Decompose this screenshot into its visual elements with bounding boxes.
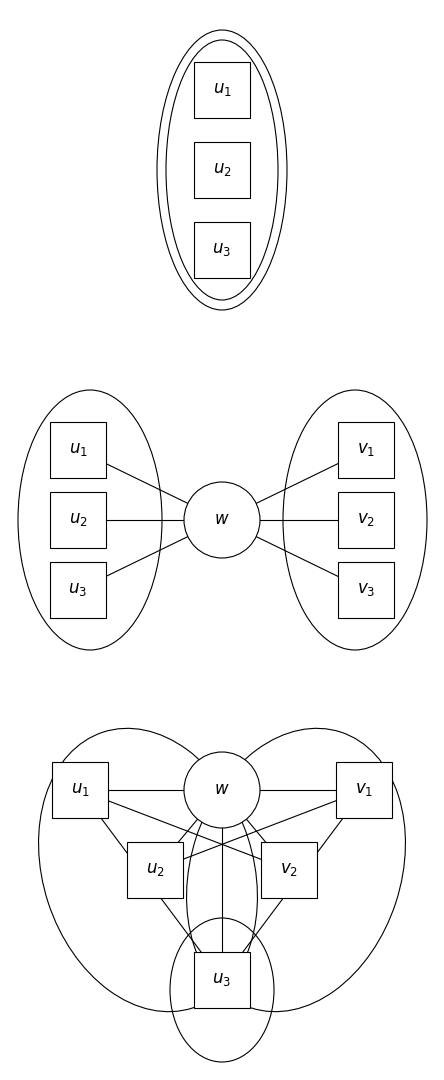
Bar — [336, 762, 392, 818]
Text: $u_3$: $u_3$ — [213, 242, 231, 258]
Bar — [50, 422, 106, 478]
Text: $u_1$: $u_1$ — [71, 782, 89, 798]
Text: $u_2$: $u_2$ — [146, 862, 164, 878]
Text: $u_1$: $u_1$ — [213, 81, 231, 98]
Bar — [338, 492, 394, 548]
Text: $u_3$: $u_3$ — [213, 972, 231, 988]
Text: $u_2$: $u_2$ — [69, 512, 87, 528]
Bar — [338, 422, 394, 478]
Text: $w$: $w$ — [214, 782, 230, 798]
Text: $v_2$: $v_2$ — [280, 862, 298, 878]
Text: $v_1$: $v_1$ — [355, 782, 373, 798]
Bar — [194, 141, 250, 198]
Text: $u_3$: $u_3$ — [68, 581, 87, 598]
Ellipse shape — [184, 752, 260, 828]
Ellipse shape — [184, 482, 260, 558]
Text: $w$: $w$ — [214, 512, 230, 528]
Text: $u_1$: $u_1$ — [68, 442, 87, 459]
Bar — [261, 842, 317, 897]
Text: $v_1$: $v_1$ — [357, 442, 375, 459]
Bar — [127, 842, 183, 897]
Bar — [52, 762, 108, 818]
Bar — [194, 222, 250, 278]
Bar — [194, 62, 250, 118]
Text: $v_2$: $v_2$ — [357, 512, 375, 528]
Text: $u_2$: $u_2$ — [213, 162, 231, 178]
Bar — [194, 951, 250, 1008]
Bar — [50, 492, 106, 548]
Bar — [338, 562, 394, 618]
Text: $v_3$: $v_3$ — [357, 581, 375, 598]
Bar — [50, 562, 106, 618]
